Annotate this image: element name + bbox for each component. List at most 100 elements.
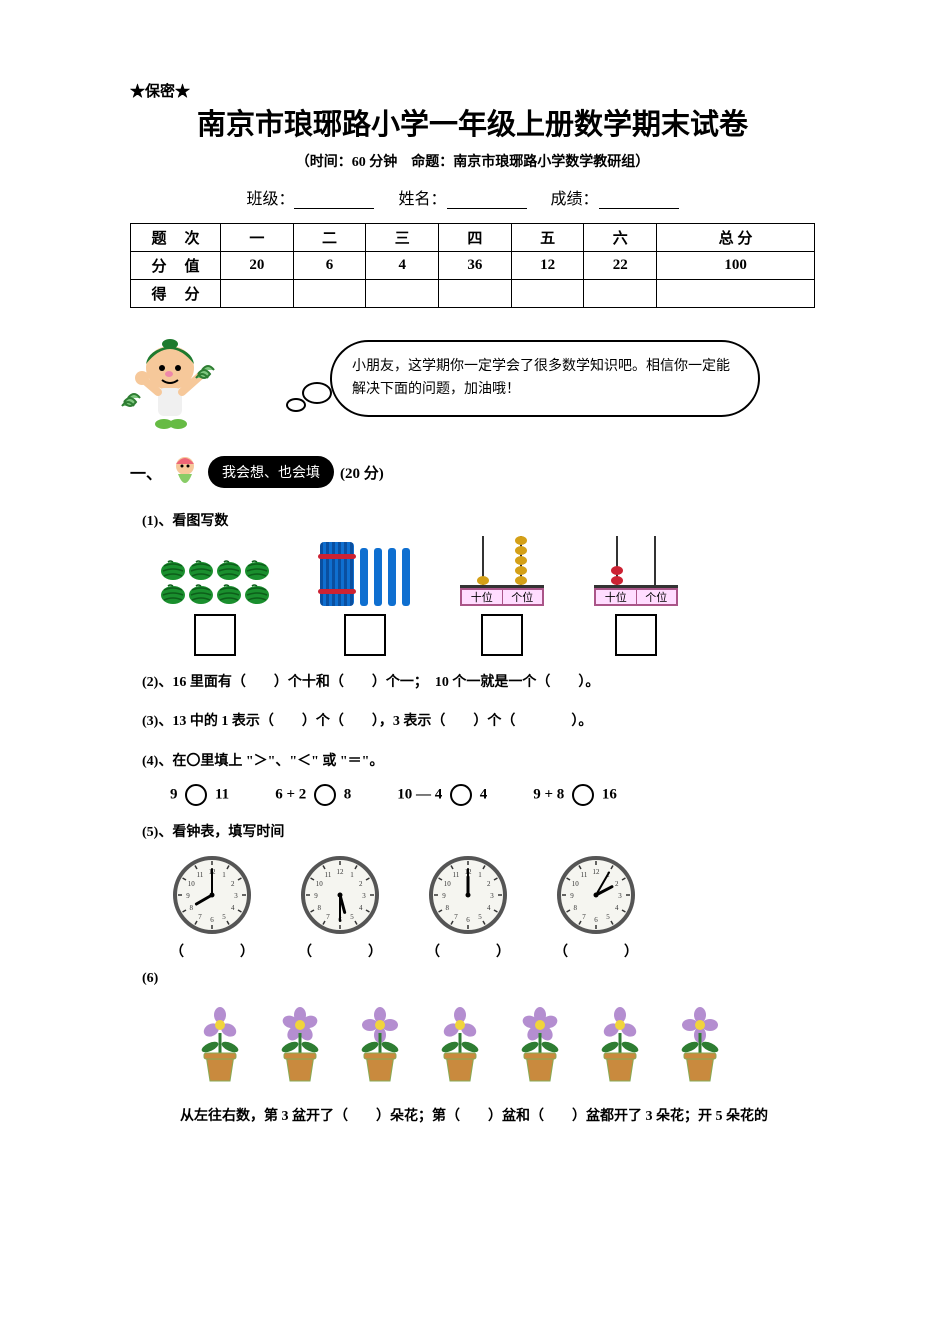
clock-icon: 121234567891011 — [556, 855, 636, 935]
flower-pot-icon — [270, 1007, 330, 1085]
class-label: 班级： — [246, 191, 294, 208]
blank-cell[interactable] — [657, 280, 815, 308]
q1-sticks — [320, 542, 410, 656]
svg-text:6: 6 — [466, 916, 470, 924]
cell: 22 — [584, 252, 657, 280]
svg-text:2: 2 — [615, 880, 619, 888]
row-label: 得分 — [131, 280, 221, 308]
section-1-header: 一、 我会想、也会填 (20 分) — [130, 452, 815, 492]
answer-box[interactable] — [615, 614, 657, 656]
flower-pot-icon — [670, 1007, 730, 1085]
exam-title: 南京市琅琊路小学一年级上册数学期末试卷 — [130, 107, 815, 143]
cell: 12 — [511, 252, 584, 280]
svg-text:3: 3 — [618, 892, 622, 900]
svg-text:11: 11 — [325, 871, 332, 879]
q1-abacus-1: 十位个位 — [460, 536, 544, 656]
svg-text:3: 3 — [490, 892, 494, 900]
col-head: 总 分 — [657, 224, 815, 252]
q1-row: 十位个位 十位个位 — [130, 536, 815, 656]
compare-item: 10 — 4 4 — [397, 784, 487, 806]
col-head: 四 — [439, 224, 512, 252]
svg-text:8: 8 — [317, 904, 321, 912]
blank-cell[interactable] — [221, 280, 294, 308]
compare-circle[interactable] — [185, 784, 207, 806]
lhs: 10 — 4 — [397, 786, 442, 802]
svg-text:5: 5 — [606, 913, 610, 921]
flower-pot-icon — [510, 1007, 570, 1085]
svg-text:3: 3 — [362, 892, 366, 900]
clock-row: 121234567891011 （ ） 121234567891011 （ ） … — [130, 845, 815, 961]
svg-text:10: 10 — [444, 880, 452, 888]
svg-text:9: 9 — [442, 892, 446, 900]
watermelon-icon — [160, 560, 186, 582]
blank-cell[interactable] — [366, 280, 439, 308]
time-blank[interactable]: （ ） — [298, 941, 382, 961]
compare-item: 6 + 2 8 — [275, 784, 351, 806]
class-blank[interactable] — [294, 191, 374, 209]
svg-text:5: 5 — [350, 913, 354, 921]
compare-circle[interactable] — [572, 784, 594, 806]
row-label: 分值 — [131, 252, 221, 280]
rhs: 11 — [215, 786, 229, 802]
col-head: 一 — [221, 224, 294, 252]
cell: 4 — [366, 252, 439, 280]
svg-text:10: 10 — [316, 880, 324, 888]
watermelon-icon — [244, 584, 270, 606]
cell: 100 — [657, 252, 815, 280]
mascot-speech-row: 小朋友，这学期你一定学会了很多数学知识吧。相信你一定能解决下面的问题，加油哦！ — [130, 328, 815, 438]
time-blank[interactable]: （ ） — [554, 941, 638, 961]
svg-text:8: 8 — [445, 904, 449, 912]
svg-text:4: 4 — [231, 904, 235, 912]
watermelon-icon — [216, 560, 242, 582]
compare-circle[interactable] — [450, 784, 472, 806]
blank-cell[interactable] — [584, 280, 657, 308]
cell: 36 — [439, 252, 512, 280]
answer-box[interactable] — [344, 614, 386, 656]
rhs: 4 — [480, 786, 488, 802]
svg-text:1: 1 — [478, 871, 482, 879]
blank-cell[interactable] — [293, 280, 366, 308]
q3-text: (3)、13 中的 1 表示（ ）个（ ），3 表示（ ）个（ ）。 — [142, 709, 815, 734]
time-blank[interactable]: （ ） — [426, 941, 510, 961]
svg-text:7: 7 — [326, 913, 330, 921]
clock-icon: 121234567891011 — [428, 855, 508, 935]
svg-text:8: 8 — [573, 904, 577, 912]
rhs: 16 — [602, 786, 617, 802]
q1-watermelons — [160, 560, 270, 656]
lhs: 9 — [170, 786, 178, 802]
svg-text:9: 9 — [186, 892, 190, 900]
clock-icon: 121234567891011 — [172, 855, 252, 935]
svg-text:11: 11 — [581, 871, 588, 879]
watermelon-icon — [216, 584, 242, 606]
flower-row — [130, 993, 815, 1095]
svg-text:8: 8 — [189, 904, 193, 912]
boy-mascot-icon — [120, 328, 250, 443]
cell: 6 — [293, 252, 366, 280]
watermelon-grid — [160, 560, 270, 606]
svg-text:9: 9 — [314, 892, 318, 900]
score-label: 成绩： — [551, 191, 599, 208]
blank-cell[interactable] — [511, 280, 584, 308]
time-blank[interactable]: （ ） — [170, 941, 254, 961]
clock-item: 121234567891011 （ ） — [170, 855, 254, 961]
compare-item: 9 + 8 16 — [533, 784, 617, 806]
score-blank[interactable] — [599, 191, 679, 209]
section-points: (20 分) — [340, 462, 384, 483]
name-blank[interactable] — [447, 191, 527, 209]
watermelon-icon — [244, 560, 270, 582]
compare-circle[interactable] — [314, 784, 336, 806]
sticks-icon — [320, 542, 410, 606]
svg-text:5: 5 — [222, 913, 226, 921]
watermelon-icon — [188, 560, 214, 582]
svg-text:12: 12 — [337, 868, 345, 876]
flower-pot-icon — [190, 1007, 250, 1085]
svg-text:10: 10 — [572, 880, 580, 888]
abacus-icon: 十位个位 — [460, 536, 544, 606]
answer-box[interactable] — [481, 614, 523, 656]
blank-cell[interactable] — [439, 280, 512, 308]
answer-box[interactable] — [194, 614, 236, 656]
name-label: 姓名： — [398, 191, 446, 208]
watermelon-icon — [160, 584, 186, 606]
col-head: 二 — [293, 224, 366, 252]
svg-text:7: 7 — [582, 913, 586, 921]
